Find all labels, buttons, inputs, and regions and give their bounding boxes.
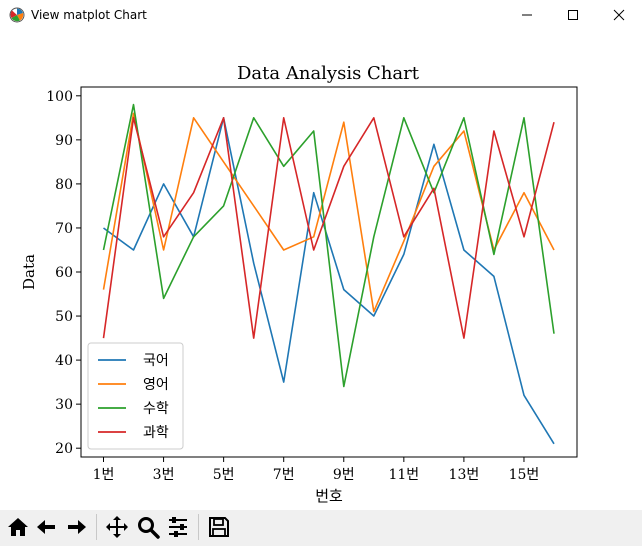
legend-label: 과학 — [143, 425, 169, 441]
x-tick-label: 9번 — [333, 467, 355, 483]
series-line-1 — [102, 112, 555, 313]
y-tick-label: 100 — [46, 89, 73, 105]
legend-label: 수학 — [143, 401, 169, 417]
toolbar-separator — [96, 514, 97, 540]
maximize-icon — [568, 10, 578, 20]
legend-box — [87, 342, 184, 450]
y-tick-label: 90 — [55, 133, 73, 149]
close-button[interactable] — [596, 0, 642, 30]
x-tick-label: 3번 — [153, 467, 175, 483]
zoom-button[interactable] — [134, 513, 162, 541]
series-line-3 — [102, 117, 555, 339]
y-tick-label: 70 — [55, 221, 73, 237]
y-tick-label: 80 — [55, 177, 73, 193]
maximize-button[interactable] — [550, 0, 596, 30]
title-bar: View matplot Chart — [0, 0, 642, 30]
series-lines — [102, 103, 555, 445]
y-tick-label: 30 — [55, 397, 73, 413]
y-tick-label: 20 — [55, 441, 73, 457]
y-tick-label: 60 — [55, 265, 73, 281]
legend-label: 국어 — [143, 353, 169, 369]
back-icon — [37, 520, 55, 534]
x-axis-ticks: 1번 3번 5번 7번 9번 11번 13번 15번 — [93, 457, 540, 483]
chart-title: Data Analysis Chart — [237, 63, 420, 84]
pan-button[interactable] — [103, 513, 131, 541]
y-tick-label: 40 — [55, 353, 73, 369]
window-title: View matplot Chart — [31, 8, 147, 22]
navigation-toolbar — [0, 510, 642, 546]
series-line-0 — [103, 117, 555, 445]
chart-svg: Data Analysis Chart 2030405060708090100 … — [20, 63, 578, 505]
y-axis-label: Data — [20, 254, 38, 290]
save-button[interactable] — [205, 513, 233, 541]
x-tick-label: 15번 — [509, 467, 540, 483]
legend-label: 영어 — [143, 377, 169, 393]
save-icon — [209, 517, 229, 537]
minimize-icon — [522, 14, 532, 16]
x-tick-label: 1번 — [93, 467, 115, 483]
home-icon — [8, 518, 28, 536]
x-tick-label: 13번 — [449, 467, 480, 483]
y-tick-label: 50 — [55, 309, 73, 325]
close-icon — [613, 9, 625, 21]
toolbar-separator — [198, 514, 199, 540]
configure-icon — [169, 517, 187, 537]
forward-icon — [68, 520, 86, 534]
minimize-button[interactable] — [504, 0, 550, 30]
x-tick-label: 11번 — [388, 467, 419, 483]
x-tick-label: 7번 — [273, 467, 295, 483]
pan-icon — [106, 516, 128, 538]
x-axis-label: 번호 — [315, 487, 343, 505]
configure-subplots-button[interactable] — [164, 513, 192, 541]
home-button[interactable] — [4, 513, 32, 541]
zoom-icon — [138, 517, 160, 539]
x-tick-label: 5번 — [213, 467, 235, 483]
series-line-2 — [102, 103, 555, 388]
back-button[interactable] — [33, 513, 61, 541]
y-axis-ticks: 20 30 40 50 60 70 80 90 100 — [46, 89, 81, 457]
matplotlib-logo-icon — [9, 7, 25, 23]
figure-canvas[interactable]: Data Analysis Chart 20 30 40 50 60 70 80 90 100 … — [0, 30, 642, 510]
forward-button[interactable] — [62, 513, 90, 541]
